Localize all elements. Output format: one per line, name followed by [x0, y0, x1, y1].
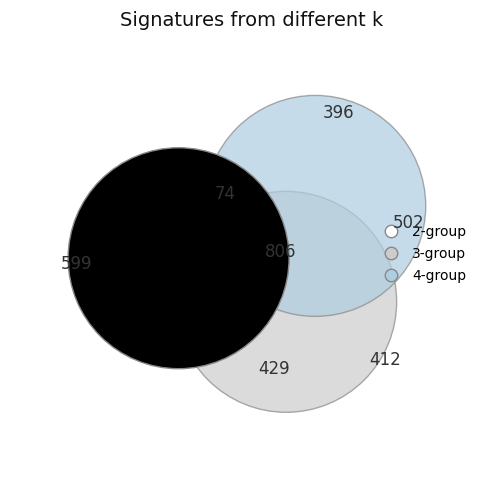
- Circle shape: [176, 192, 397, 412]
- Text: 429: 429: [259, 360, 290, 377]
- Circle shape: [68, 148, 289, 369]
- Circle shape: [205, 95, 426, 317]
- Title: Signatures from different k: Signatures from different k: [119, 11, 383, 30]
- Text: 599: 599: [61, 255, 93, 273]
- Text: 412: 412: [369, 351, 401, 369]
- Text: 396: 396: [323, 104, 354, 122]
- Text: 502: 502: [393, 214, 424, 232]
- Legend: 2-group, 3-group, 4-group: 2-group, 3-group, 4-group: [372, 219, 472, 289]
- Text: 806: 806: [265, 243, 296, 262]
- Text: 74: 74: [215, 185, 235, 203]
